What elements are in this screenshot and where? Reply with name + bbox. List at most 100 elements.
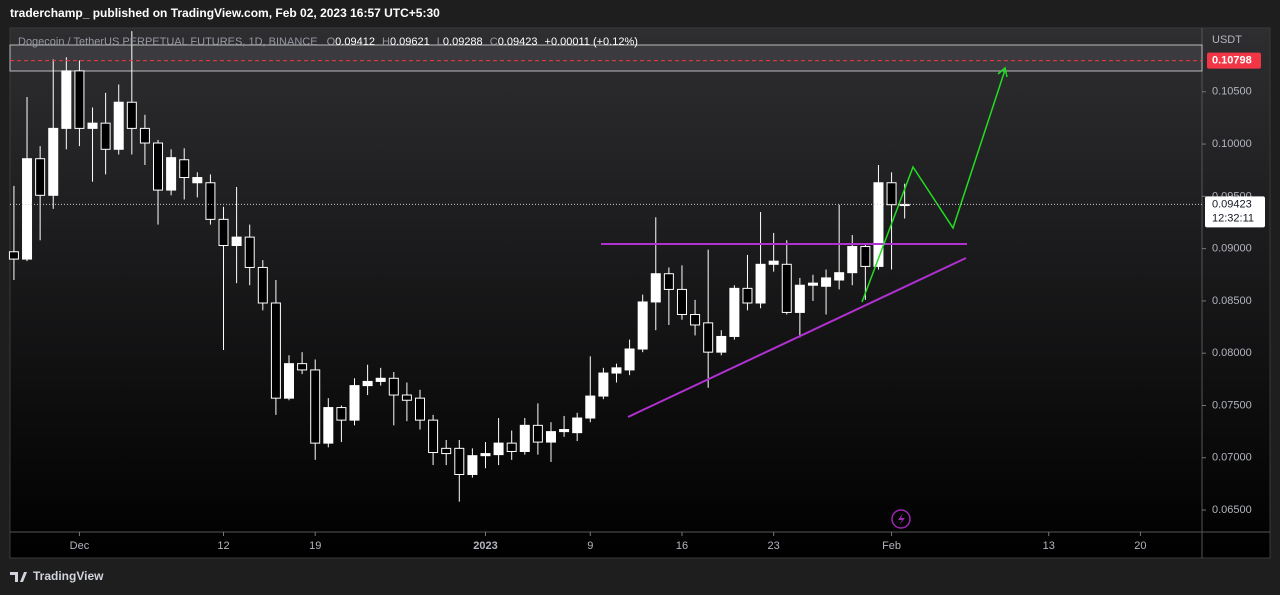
candle-body	[860, 246, 871, 267]
y-tick-label: 0.08000	[1212, 347, 1252, 359]
candle-body	[847, 246, 858, 274]
candle-body	[559, 429, 570, 433]
candle-body	[690, 314, 701, 326]
y-tick-label: 0.07000	[1212, 452, 1252, 464]
candle-body	[192, 177, 203, 184]
candle-body	[611, 367, 622, 374]
legend-low: 0.09288	[443, 36, 483, 48]
candle-body	[218, 218, 229, 246]
candle-body	[716, 335, 727, 353]
x-tick-label: 13	[1043, 540, 1055, 552]
candle-body	[414, 397, 425, 421]
candle-body	[362, 380, 373, 387]
candle-body	[572, 417, 583, 434]
footer-logo	[10, 572, 27, 582]
last-price-label: 0.09423	[1212, 198, 1252, 210]
candle-body	[205, 182, 216, 220]
candle-body	[310, 369, 321, 444]
x-tick-label: Feb	[882, 540, 901, 552]
candle-body	[729, 287, 740, 337]
candle-body	[506, 442, 517, 452]
logo-mark	[10, 572, 27, 582]
candle-body	[598, 372, 609, 397]
candle-body	[35, 158, 46, 196]
candle-body	[153, 142, 164, 191]
candle-body	[61, 70, 72, 129]
candle-body	[87, 122, 98, 129]
candle-body	[126, 101, 137, 129]
candle-body	[8, 251, 19, 260]
legend-close: 0.09423	[498, 36, 538, 48]
legend: Dogecoin / TetherUS PERPETUAL FUTURES, 1…	[18, 36, 638, 48]
candle-body	[454, 447, 465, 475]
legend-o: O	[327, 36, 336, 48]
candle-body	[821, 277, 832, 287]
trend-line	[627, 257, 967, 418]
x-tick-label: 12	[217, 540, 229, 552]
candle-body	[585, 395, 596, 419]
event-icon[interactable]	[891, 509, 911, 529]
y-tick-label: 0.06500	[1212, 504, 1252, 516]
candle-body	[755, 263, 766, 304]
candle-body	[532, 424, 543, 443]
candle-body	[650, 273, 661, 303]
candle-body	[336, 407, 347, 421]
candle-body	[886, 182, 897, 206]
candle-body	[284, 363, 295, 399]
plot: 0.06500 0.07000 0.07500 0.08000 0.08500 0.090…	[8, 31, 1252, 552]
publisher-header: traderchamp_ published on TradingView.co…	[10, 6, 440, 20]
candle-body	[375, 377, 386, 382]
candle-body	[297, 363, 308, 371]
candle-body	[873, 182, 884, 267]
candle-body	[113, 101, 124, 150]
legend-open: 0.09412	[335, 36, 375, 48]
candle-body	[244, 236, 255, 268]
candle-body	[270, 302, 281, 399]
candle-body	[624, 348, 635, 371]
candle-body	[676, 288, 687, 316]
y-tick-label: 0.10000	[1212, 138, 1252, 150]
candle-body	[48, 127, 59, 196]
legend-high: 0.09621	[390, 36, 430, 48]
candle-body	[480, 453, 491, 457]
candle-body	[388, 377, 399, 396]
candle-body	[703, 322, 714, 353]
candle-body	[74, 70, 85, 129]
candle-body	[22, 158, 33, 260]
candle-body	[637, 301, 648, 350]
candle-body	[794, 284, 805, 313]
candle-body	[663, 273, 674, 290]
candle-body	[166, 157, 177, 191]
x-tick-label: 23	[768, 540, 780, 552]
last-price-badge	[1205, 196, 1265, 228]
legend-c: C	[490, 36, 498, 48]
x-tick-label: 9	[587, 540, 593, 552]
footer-brand: TradingView	[33, 569, 104, 583]
countdown-label: 12:32:11	[1212, 212, 1254, 224]
candle-body	[139, 127, 150, 144]
candle-body	[781, 263, 792, 313]
candle-body	[807, 282, 818, 286]
legend-h: H	[382, 36, 390, 48]
candle-body	[768, 260, 779, 265]
y-tick-label: 0.08500	[1212, 295, 1252, 307]
y-tick-label: 0.09000	[1212, 243, 1252, 255]
projection-path	[861, 69, 1006, 303]
candle-body	[519, 424, 530, 452]
candle-body	[401, 394, 412, 401]
price-line-badge	[1207, 52, 1261, 69]
candle-body	[349, 385, 360, 421]
candle-body	[231, 236, 242, 246]
candle-body	[834, 272, 845, 281]
projection-arrowhead	[997, 66, 1008, 78]
chart-pane	[9, 27, 1271, 559]
x-tick-label: Dec	[70, 540, 90, 552]
candle-body	[441, 447, 452, 455]
candle-body	[742, 287, 753, 304]
candle-body	[100, 122, 111, 150]
candle-body	[179, 159, 190, 179]
legend-l: L	[437, 36, 443, 48]
legend-symbol: Dogecoin / TetherUS PERPETUAL FUTURES, 1…	[18, 36, 318, 48]
price-line-label: 0.10798	[1212, 55, 1252, 67]
